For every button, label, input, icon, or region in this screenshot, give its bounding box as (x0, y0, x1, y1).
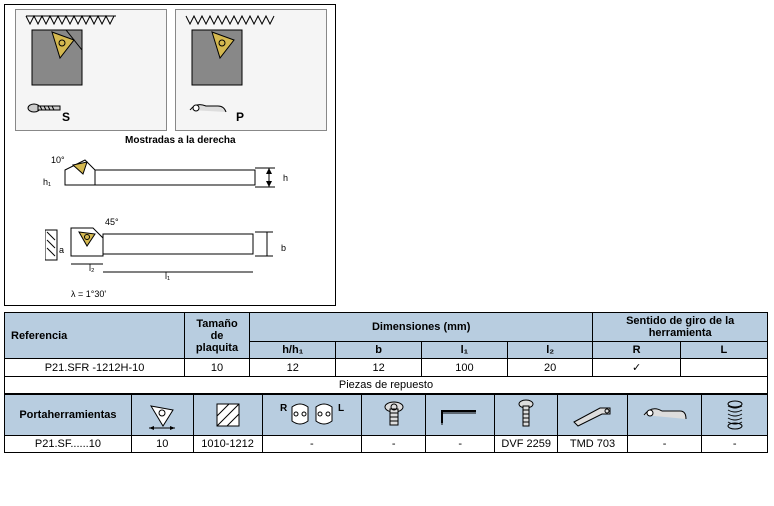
cell-l2: 20 (508, 359, 593, 377)
panel-p: P (175, 9, 327, 131)
col-l2: l₂ (508, 342, 593, 359)
spare-header-row: Portaherramientas R (5, 395, 768, 436)
col-dim: Dimensiones (mm) (249, 313, 592, 342)
rl-icon-cell: R L (262, 395, 361, 436)
spare-ref: P21.SF......10 (5, 436, 132, 453)
side-view-icon (45, 150, 325, 220)
cell-l1: 100 (421, 359, 507, 377)
spare-section-title: Piezas de repuesto (5, 377, 768, 394)
angle-10-label: 10° (51, 155, 65, 165)
col-ref: Referencia (5, 313, 185, 359)
l2-label: l₂ (89, 263, 95, 273)
b-label: b (281, 243, 286, 253)
cell-R: ✓ (593, 359, 680, 377)
col-R: R (593, 342, 680, 359)
spare-c4: - (362, 436, 426, 453)
spare-data-row: P21.SF......10 10 1010-1212 - - - DVF 22… (5, 436, 768, 453)
spare-table: Portaherramientas R (4, 394, 768, 453)
lever-icon-cell (627, 395, 702, 436)
table-row: P21.SFR -1212H-10 10 12 12 100 20 ✓ (5, 359, 768, 377)
hex-key-icon (438, 401, 482, 429)
col-porta: Portaherramientas (5, 395, 132, 436)
cell-ref: P21.SFR -1212H-10 (5, 359, 185, 377)
insert-icon-cell (131, 395, 193, 436)
hexkey-icon-cell (426, 395, 495, 436)
table-header-row-1: Referencia Tamaño de plaquita Dimensione… (5, 313, 768, 342)
col-tamano: Tamaño de plaquita (185, 313, 250, 359)
h-label: h (283, 173, 288, 183)
spare-c2: 1010-1212 (193, 436, 262, 453)
screw1-icon-cell (362, 395, 426, 436)
col-hh1: h/h₁ (249, 342, 336, 359)
angle-45-label: 45° (105, 217, 119, 227)
cell-tamano: 10 (185, 359, 250, 377)
spec-table: Referencia Tamaño de plaquita Dimensione… (4, 312, 768, 394)
insert-shape-icon (145, 400, 179, 430)
spare-c1: 10 (131, 436, 193, 453)
cell-L (680, 359, 767, 377)
h1-label: h₁ (43, 177, 51, 187)
lambda-label: λ = 1°30' (71, 289, 106, 299)
panel-s-label: S (62, 110, 70, 124)
l1-label: l₁ (165, 271, 170, 281)
col-b: b (336, 342, 421, 359)
panel-s: S (15, 9, 167, 131)
tool-diagram-s-icon (16, 10, 166, 130)
a-label: a (59, 245, 64, 255)
spring-icon (724, 398, 746, 432)
spare-c6: DVF 2259 (495, 436, 558, 453)
spare-c7: TMD 703 (558, 436, 627, 453)
col-l1: l₁ (421, 342, 507, 359)
spare-c3: - (262, 436, 361, 453)
wrench-icon-cell (558, 395, 627, 436)
diagram-caption: Mostradas a la derecha (125, 135, 236, 146)
torx-screw-icon (380, 399, 408, 431)
rl-clamp-icon: R L (274, 399, 350, 431)
diagram-container: S P Mostradas a la derecha 10° h₁ (4, 4, 336, 306)
tool-diagram-p-icon (176, 10, 326, 130)
spare-section-row: Piezas de repuesto (5, 377, 768, 394)
shim-icon (213, 400, 243, 430)
spare-c9: - (702, 436, 768, 453)
col-L: L (680, 342, 767, 359)
top-view-icon (45, 220, 325, 300)
screw2-icon-cell (495, 395, 558, 436)
shim-icon-cell (193, 395, 262, 436)
panel-p-label: P (236, 110, 244, 124)
spare-c8: - (627, 436, 702, 453)
l-label-svg: L (338, 403, 344, 414)
cell-b: 12 (336, 359, 421, 377)
spring-icon-cell (702, 395, 768, 436)
torx-wrench-icon (570, 400, 616, 430)
lever-part-icon (640, 401, 690, 429)
col-sentido: Sentido de giro de la herramienta (593, 313, 768, 342)
r-label-svg: R (280, 403, 288, 414)
cell-hh1: 12 (249, 359, 336, 377)
spare-c5: - (426, 436, 495, 453)
clamp-screw-icon (514, 398, 538, 432)
